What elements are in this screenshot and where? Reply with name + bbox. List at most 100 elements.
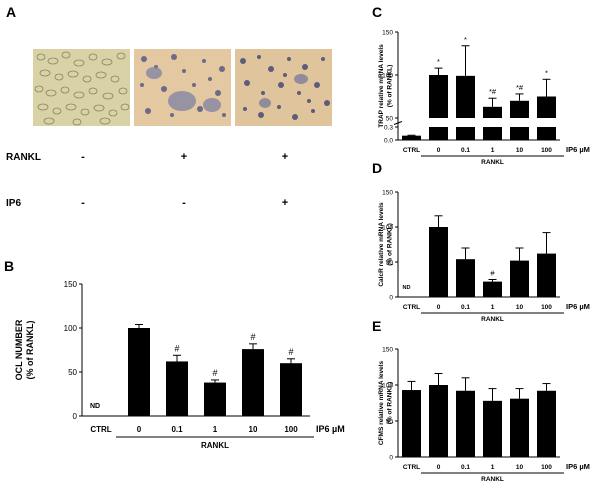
e-y-label-line2: (% of RANKL): [387, 382, 394, 425]
e-ytick-label-1: 50: [386, 418, 394, 425]
b-bar-1: [128, 328, 150, 416]
b-annotation-5: #: [288, 347, 293, 357]
c-ytick-label-2: 50: [386, 115, 394, 122]
d-annotation-0: ND: [403, 285, 411, 291]
c-category-2: 0.1: [461, 147, 470, 154]
b-bar-2: [166, 361, 188, 416]
e-category-3: 1: [491, 464, 495, 471]
e-category-0: CTRL: [403, 464, 420, 471]
c-bar-5: [537, 96, 556, 118]
b-annotation-0: ND: [90, 403, 100, 410]
e-bar-3: [483, 400, 502, 457]
b-group-label: RANKL: [201, 441, 229, 450]
panel-letter-d: D: [372, 160, 383, 176]
c-ytick-label-4: 150: [382, 29, 393, 36]
e-y-label: CFMS relative mRNA levels (% of RANKL): [378, 360, 394, 445]
d-y-label: CalcR relative mRNA levels (% of RANKL): [378, 202, 394, 287]
b-x-label: IP6 µM: [316, 424, 345, 434]
d-ytick-label-2: 100: [382, 224, 393, 231]
d-category-0: CTRL: [403, 304, 420, 311]
d-y-label-line1: CalcR relative mRNA levels: [378, 202, 385, 287]
c-annotation-2: *: [464, 35, 467, 44]
d-bar-1: [429, 227, 448, 297]
condition-ip6-ip6: +: [281, 197, 289, 209]
panel-letter-a: A: [6, 4, 17, 20]
b-bar-3: [204, 382, 226, 416]
e-group-label: RANKL: [481, 476, 504, 483]
e-bar-1: [429, 385, 448, 457]
c-ytick-label-1: 0.3: [384, 124, 393, 131]
e-category-2: 0.1: [461, 464, 470, 471]
b-y-label: OCL NUMBER(% of RANKL): [14, 319, 35, 380]
d-group-label: RANKL: [481, 316, 504, 323]
c-x-label: IP6 µM: [566, 145, 590, 154]
b-y-label-line2: (% of RANKL): [25, 321, 35, 380]
b-annotation-4: #: [250, 332, 255, 342]
b-category-2: 0.1: [171, 425, 183, 434]
d-y-label-line2: (% of RANKL): [387, 223, 394, 266]
c-ytick-label-0: 0.0: [384, 137, 393, 144]
e-category-1: 0: [437, 464, 441, 471]
c-bar-2-lower: [456, 127, 475, 140]
c-annotation-3: *#: [489, 87, 497, 96]
b-y-label-line1: OCL NUMBER: [14, 319, 24, 380]
e-ytick-label-3: 150: [382, 346, 393, 353]
e-bar-5: [537, 390, 556, 457]
condition-rankl-ctrl: -: [81, 151, 85, 163]
condition-ip6-ctrl: -: [81, 197, 85, 209]
e-ytick-label-0: 0: [389, 454, 393, 461]
b-category-1: 0: [137, 425, 142, 434]
condition-ip6-0: -: [182, 197, 186, 209]
b-ytick-label-2: 100: [64, 324, 78, 333]
c-ytick-label-3: 100: [382, 72, 393, 79]
c-bar-2: [456, 75, 475, 118]
panel-letter-e: E: [372, 318, 382, 334]
e-category-5: 100: [541, 464, 552, 471]
micrograph-rankl-ip6: [235, 49, 332, 126]
b-bar-4: [242, 349, 264, 416]
d-annotation-3: #: [490, 269, 495, 278]
c-bar-4-lower: [510, 127, 529, 140]
c-bar-1-lower: [429, 127, 448, 140]
c-y-label: TRAP relative mRNA levels (% of RANKL): [378, 44, 394, 128]
d-category-4: 10: [516, 304, 524, 311]
c-axis-break-mark: [393, 121, 403, 125]
d-x-label: IP6 µM: [566, 302, 590, 311]
e-ytick-label-2: 100: [382, 382, 393, 389]
d-category-2: 0.1: [461, 304, 470, 311]
d-ytick-label-1: 50: [386, 259, 394, 266]
c-category-3: 1: [491, 147, 495, 154]
d-bar-5: [537, 253, 556, 297]
b-ytick-label-3: 150: [64, 280, 78, 289]
condition-rankl-0: +: [180, 151, 188, 163]
e-category-4: 10: [516, 464, 524, 471]
b-category-5: 100: [284, 425, 298, 434]
c-category-4: 10: [516, 147, 524, 154]
e-bar-2: [456, 390, 475, 457]
panel-letter-c: C: [372, 4, 383, 20]
e-bar-4: [510, 398, 529, 457]
b-annotation-2: #: [174, 343, 179, 353]
d-bar-4: [510, 260, 529, 297]
condition-rankl-ip6: +: [281, 151, 289, 163]
micrograph-rankl: [134, 49, 231, 126]
micrograph-control: [33, 49, 130, 126]
d-category-3: 1: [491, 304, 495, 311]
d-bar-3: [483, 281, 502, 297]
c-bar-5-lower: [537, 127, 556, 140]
panel-letter-b: B: [4, 258, 15, 274]
c-y-label-line1: TRAP relative mRNA levels: [378, 44, 385, 128]
b-ytick-label-0: 0: [73, 412, 78, 421]
b-category-4: 10: [249, 425, 258, 434]
d-category-1: 0: [437, 304, 441, 311]
c-bar-0: [402, 135, 421, 140]
b-annotation-3: #: [212, 368, 217, 378]
c-category-5: 100: [541, 147, 552, 154]
d-ytick-label-3: 150: [382, 189, 393, 196]
e-x-label: IP6 µM: [566, 462, 590, 471]
e-bar-0: [402, 390, 421, 457]
c-annotation-4: *#: [516, 83, 524, 92]
